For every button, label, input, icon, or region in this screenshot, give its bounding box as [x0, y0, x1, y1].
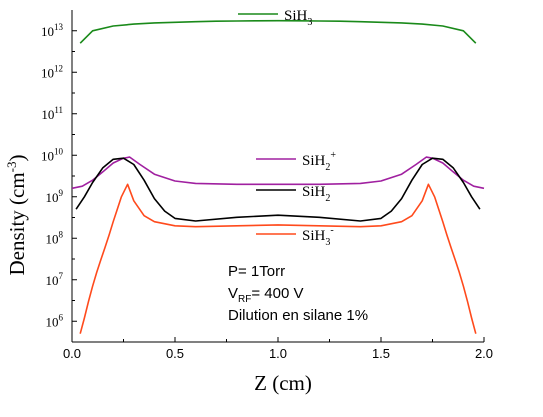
x-axis-ticks: 0.0 0.5 1.0 1.5 2.0	[63, 337, 493, 361]
y-axis-label: Density (cm-3)	[4, 154, 29, 275]
y-tick-label: 106	[46, 312, 64, 329]
y-axis-label-main: Density (cm	[5, 172, 29, 275]
annotation-line: VRF= 400 V	[228, 285, 304, 305]
legend-label-sih2: SiH2+	[302, 150, 336, 173]
y-tick-label: 1012	[41, 63, 63, 80]
legend-label-sih3: SiH3-	[302, 225, 334, 248]
x-tick-label: 1.5	[372, 346, 390, 361]
y-tick-label: 108	[46, 229, 64, 246]
y-tick-label: 1010	[41, 146, 64, 163]
series-line-sih3	[79, 19, 477, 44]
annotation-block: P= 1Torr VRF= 400 V Dilution en silane 1%	[228, 263, 368, 324]
series-line-sih3	[79, 183, 477, 334]
y-tick-label: 1011	[41, 105, 63, 122]
y-tick-label: 109	[46, 188, 64, 205]
series-labels: SiH3 SiH2+ SiH2 SiH3-	[238, 8, 336, 248]
y-axis-label-sup: -3	[4, 161, 19, 172]
x-tick-label: 2.0	[475, 346, 493, 361]
x-tick-label: 0.5	[166, 346, 184, 361]
x-tick-label: 1.0	[269, 346, 287, 361]
y-axis-ticks: 106 107 108 109 1010 1011 1012 1013	[41, 22, 77, 329]
y-axis-label-close: )	[5, 154, 29, 161]
annotation-line: P= 1Torr	[228, 263, 285, 280]
x-axis-label: Z (cm)	[254, 371, 312, 395]
y-tick-label: 1013	[41, 22, 64, 39]
series-layer	[71, 19, 485, 334]
series-line-sih2	[75, 157, 481, 222]
legend-label-sih3: SiH3	[284, 8, 312, 28]
x-tick-label: 0.0	[63, 346, 81, 361]
legend-label-sih2: SiH2	[302, 184, 330, 204]
series-line-sih2	[71, 156, 485, 190]
annotation-line: Dilution en silane 1%	[228, 307, 368, 324]
y-tick-label: 107	[46, 271, 64, 288]
